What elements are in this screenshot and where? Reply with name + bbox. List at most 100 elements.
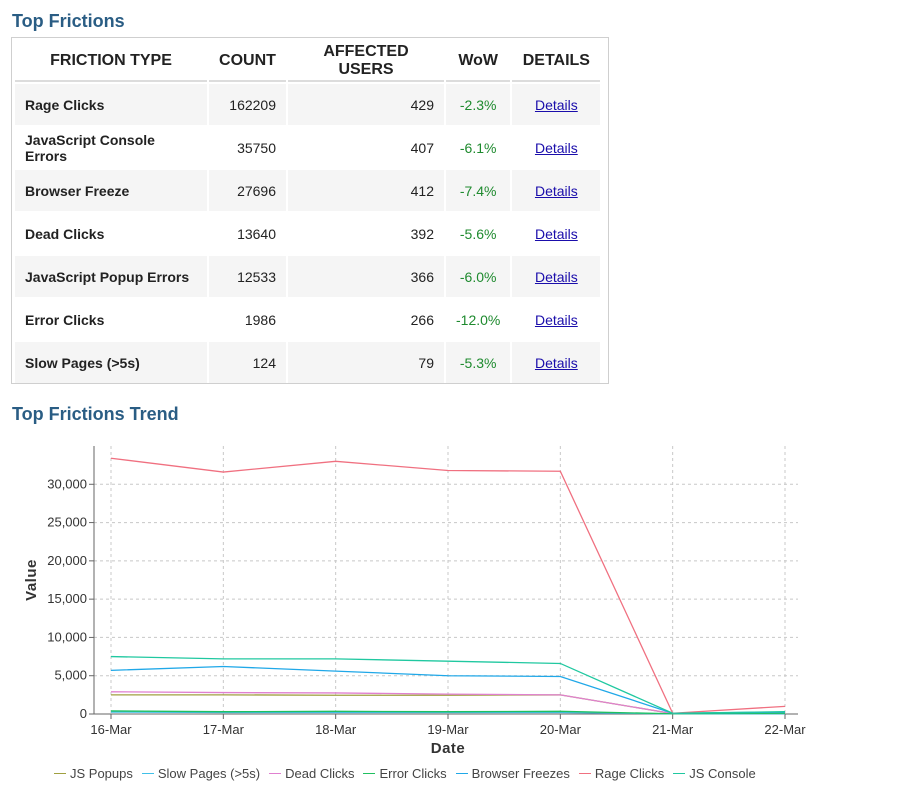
wow-cell: -6.1% <box>446 127 511 168</box>
legend-item[interactable]: JS Console <box>673 766 756 781</box>
x-tick-label: 17-Mar <box>203 722 245 737</box>
chart-grid <box>94 446 798 714</box>
legend-item[interactable]: Browser Freezes <box>455 766 570 781</box>
frictions-table-container: FRICTION TYPE COUNT AFFECTED USERS WoW D… <box>11 37 609 384</box>
wow-cell: -12.0% <box>446 299 511 340</box>
affected-users-cell: 429 <box>288 84 444 125</box>
frictions-table: FRICTION TYPE COUNT AFFECTED USERS WoW D… <box>13 39 602 385</box>
friction-type-cell: Dead Clicks <box>15 213 207 254</box>
chart-legend: JS Popups Slow Pages (>5s) Dead Clicks Erro… <box>54 766 756 781</box>
y-tick-label: 10,000 <box>47 629 87 644</box>
column-header-friction-type[interactable]: FRICTION TYPE <box>15 41 207 82</box>
x-axis-title: Date <box>431 740 466 757</box>
trend-line-chart: 0 5,000 10,000 15,000 20,000 25,000 30,000 16-M… <box>23 446 806 757</box>
x-tick-label: 21-Mar <box>652 722 694 737</box>
details-link[interactable]: Details <box>534 225 578 242</box>
legend-swatch <box>141 773 154 774</box>
y-tick-label: 25,000 <box>47 515 87 530</box>
column-header-wow[interactable]: WoW <box>446 41 511 82</box>
affected-users-cell: 266 <box>288 299 444 340</box>
table-row: Error Clicks 1986 266 -12.0% Details <box>15 299 601 340</box>
wow-cell: -6.0% <box>446 256 511 297</box>
details-link[interactable]: Details <box>534 311 578 328</box>
legend-label: Browser Freezes <box>471 766 570 781</box>
wow-cell: -7.4% <box>446 170 511 211</box>
legend-swatch <box>363 773 376 774</box>
column-header-count[interactable]: COUNT <box>209 41 286 82</box>
legend-swatch <box>673 773 686 774</box>
friction-type-cell: JavaScript Popup Errors <box>15 256 207 297</box>
column-header-affected-users[interactable]: AFFECTED USERS <box>288 41 444 82</box>
legend-item[interactable]: Slow Pages (>5s) <box>141 766 261 781</box>
details-cell: Details <box>512 84 601 125</box>
x-tick-label: 22-Mar <box>764 722 806 737</box>
column-header-details: DETAILS <box>512 41 601 82</box>
chart-series <box>110 457 786 715</box>
table-row: JavaScript Popup Errors 12533 366 -6.0% Deta… <box>15 256 601 297</box>
affected-users-cell: 79 <box>288 342 444 383</box>
legend-swatch <box>578 773 591 774</box>
legend-swatch <box>54 773 66 774</box>
x-tick-label: 19-Mar <box>427 722 469 737</box>
count-cell: 12533 <box>209 256 286 297</box>
details-link[interactable]: Details <box>534 139 578 156</box>
table-header-row: FRICTION TYPE COUNT AFFECTED USERS WoW D… <box>15 41 601 82</box>
series-line[interactable] <box>110 655 786 714</box>
friction-type-cell: JavaScript Console Errors <box>15 127 207 168</box>
details-cell: Details <box>512 342 601 383</box>
legend-item[interactable]: Error Clicks <box>363 766 447 781</box>
wow-cell: -5.6% <box>446 213 511 254</box>
legend-label: Dead Clicks <box>285 766 355 781</box>
y-tick-label: 0 <box>80 706 87 721</box>
y-tick-label: 15,000 <box>47 591 87 606</box>
legend-item[interactable]: Rage Clicks <box>578 766 665 781</box>
details-cell: Details <box>512 256 601 297</box>
y-tick-label: 5,000 <box>54 668 87 683</box>
legend-label: JS Console <box>689 766 756 781</box>
x-tick-label: 20-Mar <box>540 722 582 737</box>
table-row: JavaScript Console Errors 35750 407 -6.1% De… <box>15 127 601 168</box>
count-cell: 13640 <box>209 213 286 254</box>
count-cell: 124 <box>209 342 286 383</box>
details-link[interactable]: Details <box>534 354 578 371</box>
friction-type-cell: Rage Clicks <box>15 84 207 125</box>
affected-users-cell: 392 <box>288 213 444 254</box>
x-tick-label: 18-Mar <box>315 722 357 737</box>
table-row: Browser Freeze 27696 412 -7.4% Details <box>15 170 601 211</box>
friction-type-cell: Error Clicks <box>15 299 207 340</box>
affected-users-cell: 412 <box>288 170 444 211</box>
legend-swatch <box>269 773 282 774</box>
affected-users-cell: 366 <box>288 256 444 297</box>
details-link[interactable]: Details <box>534 268 578 285</box>
details-link[interactable]: Details <box>534 182 578 199</box>
y-tick-label: 20,000 <box>47 553 87 568</box>
trend-title: Top Frictions Trend <box>12 404 179 424</box>
frictions-table-body: Rage Clicks 162209 429 -2.3% Details JavaScri… <box>15 84 601 383</box>
wow-cell: -2.3% <box>446 84 511 125</box>
legend-item[interactable]: Dead Clicks <box>269 766 354 781</box>
details-cell: Details <box>512 127 601 168</box>
legend-label: Rage Clicks <box>594 766 665 781</box>
x-tick-label: 16-Mar <box>90 722 132 737</box>
details-cell: Details <box>512 170 601 211</box>
legend-label: JS Popups <box>70 766 133 781</box>
y-axis-title: Value <box>23 559 40 601</box>
legend-item[interactable]: JS Popups <box>54 766 133 781</box>
y-tick-label: 30,000 <box>47 476 87 491</box>
legend-label: Error Clicks <box>379 766 447 781</box>
details-link[interactable]: Details <box>534 96 578 113</box>
friction-type-cell: Browser Freeze <box>15 170 207 211</box>
wow-cell: -5.3% <box>446 342 511 383</box>
details-cell: Details <box>512 299 601 340</box>
friction-type-cell: Slow Pages (>5s) <box>15 342 207 383</box>
legend-label: Slow Pages (>5s) <box>157 766 261 781</box>
table-row: Dead Clicks 13640 392 -5.6% Details <box>15 213 601 254</box>
count-cell: 162209 <box>209 84 286 125</box>
count-cell: 1986 <box>209 299 286 340</box>
details-cell: Details <box>512 213 601 254</box>
count-cell: 27696 <box>209 170 286 211</box>
table-row: Rage Clicks 162209 429 -2.3% Details <box>15 84 601 125</box>
top-frictions-title: Top Frictions <box>12 11 125 31</box>
table-row: Slow Pages (>5s) 124 79 -5.3% Details <box>15 342 601 383</box>
affected-users-cell: 407 <box>288 127 444 168</box>
